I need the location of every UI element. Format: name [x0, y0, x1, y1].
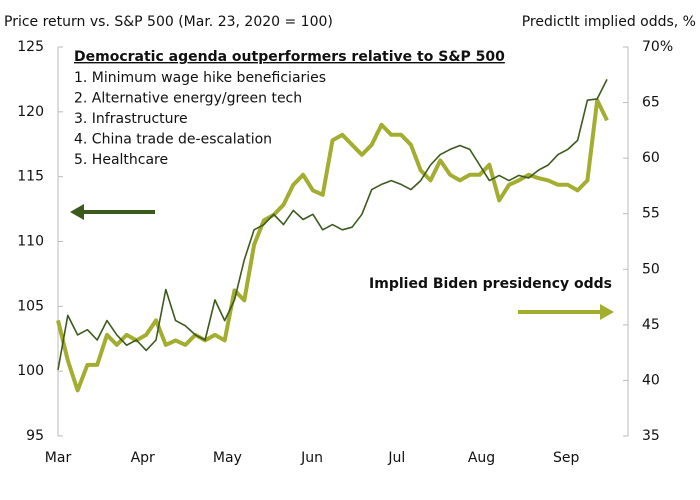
y-tick-label: 105	[17, 298, 44, 314]
y2-tick-label: 40	[642, 372, 660, 388]
y2-tick-label: 70%	[642, 39, 673, 55]
x-tick-label: Jun	[300, 450, 323, 466]
annotation-item: 5. Healthcare	[74, 152, 168, 168]
y-axis-title: Price return vs. S&P 500 (Mar. 23, 2020 …	[4, 14, 333, 30]
arrow-head	[600, 304, 614, 320]
annotation-title: Democratic agenda outperformers relative…	[74, 49, 505, 65]
arrow-head	[70, 204, 84, 220]
y-tick-label: 110	[17, 234, 44, 250]
annotation-item: 3. Infrastructure	[74, 111, 188, 127]
y2-tick-label: 35	[642, 428, 660, 444]
x-tick-label: Aug	[468, 450, 495, 466]
y2-tick-label: 55	[642, 206, 660, 222]
series-line	[57, 79, 608, 371]
y2-tick-label: 45	[642, 317, 660, 333]
y2-axis-title: PredictIt implied odds, %	[522, 14, 696, 30]
y-tick-label: 120	[17, 104, 44, 120]
y2-tick-label: 60	[642, 150, 660, 166]
x-tick-label: Jul	[387, 450, 405, 466]
x-tick-label: May	[213, 450, 242, 466]
annotation-list: 1. Minimum wage hike beneficiaries 2. Alt…	[74, 70, 326, 168]
y2-tick-label: 50	[642, 261, 660, 277]
y-tick-label: 100	[17, 363, 44, 379]
x-tick-label: Apr	[131, 450, 155, 466]
y-tick-label: 115	[17, 169, 44, 185]
y-tick-label: 125	[17, 39, 44, 55]
annotation-item: 4. China trade de-escalation	[74, 132, 272, 148]
series-label: Implied Biden presidency odds	[369, 276, 612, 292]
x-tick-label: Mar	[45, 450, 72, 466]
annotation-item: 2. Alternative energy/green tech	[74, 91, 302, 107]
y2-tick-label: 65	[642, 95, 660, 111]
x-tick-label: Sep	[553, 450, 580, 466]
annotation-item: 1. Minimum wage hike beneficiaries	[74, 70, 326, 86]
y-tick-label: 95	[26, 428, 44, 444]
series-line	[56, 98, 609, 393]
